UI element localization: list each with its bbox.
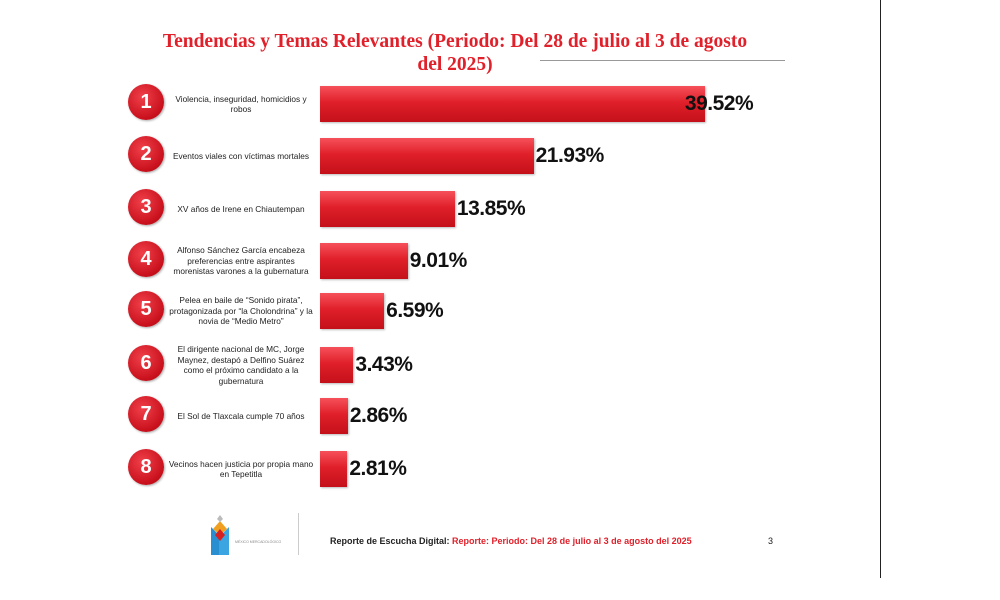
topic-bar — [320, 191, 455, 227]
percent-label: 39.52% — [684, 92, 754, 115]
topic-label: Vecinos hacen justicia por propia mano e… — [168, 458, 314, 480]
rank-badge: 3 — [128, 189, 164, 225]
topic-label: Violencia, inseguridad, homicidios y rob… — [175, 93, 307, 115]
page-border-line — [880, 0, 881, 578]
percent-label: 6.59% — [386, 299, 444, 322]
topic-label: XV años de Irene en Chiautempan — [177, 203, 305, 214]
rank-badge: 4 — [128, 241, 164, 277]
topic-label: El Sol de Tlaxcala cumple 70 años — [177, 410, 305, 421]
percent-label: 2.81% — [349, 457, 407, 480]
topic-bar — [320, 243, 408, 279]
footer-text: Reporte de Escucha Digital: Reporte: Per… — [330, 536, 692, 546]
percent-label: 2.86% — [349, 404, 408, 427]
rank-badge: 5 — [128, 291, 164, 327]
percent-label: 13.85% — [456, 197, 526, 220]
footer-period: Reporte: Periodo: Del 28 de julio al 3 d… — [452, 536, 692, 546]
topic-label: Eventos viales con víctimas mortales — [172, 150, 310, 161]
rank-badge: 2 — [128, 136, 164, 172]
title-rule — [540, 60, 785, 61]
footer-divider — [298, 513, 299, 555]
topic-bar — [320, 293, 385, 329]
topic-label: Alfonso Sánchez García encabeza preferen… — [173, 245, 309, 276]
topic-bar — [320, 86, 705, 122]
svg-text:MÉXICO MERCADOLÓGICO: MÉXICO MERCADOLÓGICO — [235, 539, 282, 544]
page-number: 3 — [768, 536, 774, 546]
topic-bar — [320, 138, 534, 174]
topic-bar — [320, 398, 348, 434]
topic-label: Pelea en baile de “Sonido pirata”, prota… — [169, 295, 313, 326]
rank-badge: 8 — [128, 449, 164, 485]
rank-badge: 7 — [128, 396, 164, 432]
percent-label: 21.93% — [535, 144, 605, 167]
topic-bar — [320, 451, 348, 487]
footer-prefix: Reporte de Escucha Digital: — [330, 536, 450, 546]
percent-label: 3.43% — [355, 353, 413, 376]
page-title: Tendencias y Temas Relevantes (Periodo: … — [162, 31, 748, 75]
percent-label: 9.01% — [409, 249, 468, 272]
company-logo: MÉXICO MERCADOLÓGICO — [211, 515, 282, 555]
topic-label: El dirigente nacional de MC, Jorge Mayne… — [177, 344, 305, 386]
rank-badge: 1 — [128, 84, 164, 120]
topic-bar — [320, 347, 354, 383]
rank-badge: 6 — [128, 345, 164, 381]
